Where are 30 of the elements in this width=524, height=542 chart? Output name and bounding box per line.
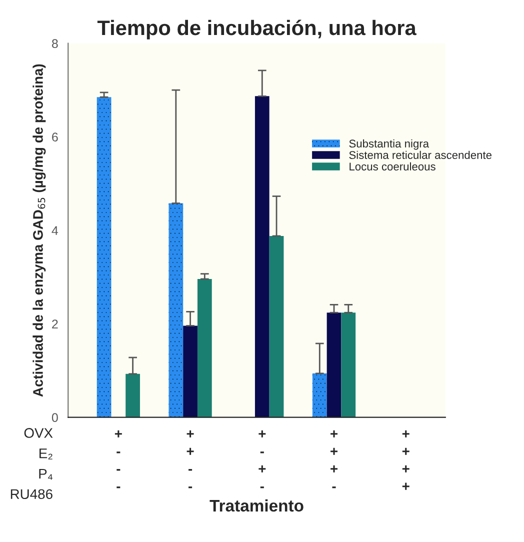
x-tick-label: + + + - (330, 430, 338, 488)
bar (168, 203, 184, 418)
y-axis-title: Actividad de la enzyma GAD$_{65}$ (µg/mg de proteina) (32, 64, 46, 397)
bar (96, 97, 112, 418)
chart-title: Tiempo de incubación, una hora (97, 20, 416, 40)
bar (269, 236, 284, 418)
bar (326, 312, 342, 418)
x-tick-label: + - + - (258, 430, 266, 488)
bar (254, 96, 270, 418)
bar (197, 278, 212, 418)
text: OVX (24, 428, 53, 438)
y-tick-label: 0 (52, 413, 58, 422)
bar (126, 374, 140, 418)
bar (312, 373, 327, 418)
text: RU486 (10, 489, 52, 500)
y-tick-label: 2 (52, 320, 58, 328)
legend-label: Sistema reticular ascendente (349, 150, 492, 160)
x-axis-title: Tratamiento (210, 499, 304, 512)
x-tick-label: + + - - (186, 430, 194, 488)
y-tick-label: 8 (52, 39, 58, 48)
text: E₂ (40, 448, 52, 460)
x-tick-label: + + + + (402, 430, 410, 490)
bar (183, 326, 198, 418)
legend-label: Locus coeruleous (350, 162, 436, 170)
y-tick-label: 4 (52, 226, 58, 235)
legend-label: Substantia nigra (349, 139, 430, 150)
x-tick-label: + - - - (114, 430, 122, 488)
bar (341, 312, 356, 418)
text: P₄ (39, 468, 52, 480)
y-tick-label: 6 (52, 132, 58, 142)
